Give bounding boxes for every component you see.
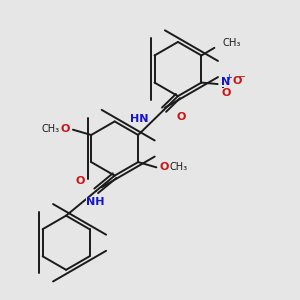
Text: −: − — [238, 72, 246, 82]
Text: O: O — [75, 176, 85, 186]
Text: CH₃: CH₃ — [222, 38, 240, 48]
Text: N: N — [220, 77, 230, 87]
Text: O: O — [60, 124, 69, 134]
Text: +: + — [226, 73, 232, 82]
Text: O: O — [160, 162, 169, 172]
Text: HN: HN — [130, 114, 148, 124]
Text: CH₃: CH₃ — [169, 162, 188, 172]
Text: O: O — [176, 112, 186, 122]
Text: O: O — [232, 76, 242, 85]
Text: NH: NH — [86, 197, 105, 207]
Text: CH₃: CH₃ — [42, 124, 60, 134]
Text: O: O — [221, 88, 230, 98]
